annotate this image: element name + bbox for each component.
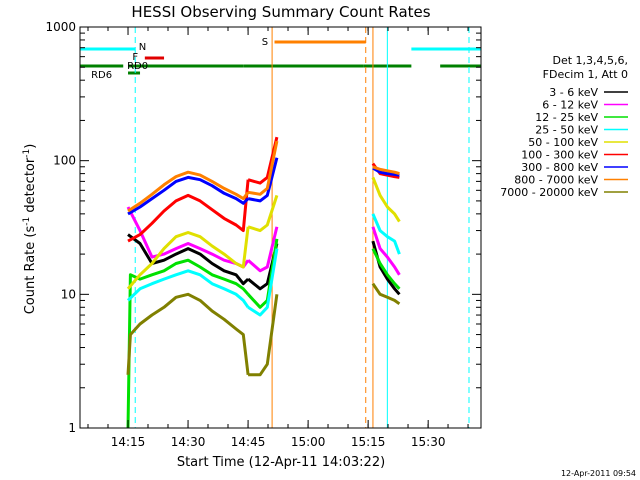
series-line-5-segment-0 — [127, 179, 250, 243]
legend-title-line1: Det 1,3,4,5,6, — [552, 54, 628, 67]
y-axis-label: Count Rate (s-1 detector-1) — [22, 144, 38, 315]
x-tick-label-3: 15:00 — [291, 435, 326, 449]
legend-label-7: 800 - 7000 keV — [514, 174, 598, 187]
legend-label-3: 25 - 50 keV — [535, 124, 598, 137]
series-line-3-segment-1 — [247, 248, 279, 317]
series-line-3-segment-2 — [371, 213, 401, 255]
series-line-0-segment-0 — [127, 233, 250, 286]
x-tick-label-2: 14:45 — [231, 435, 266, 449]
y-tick-label-3: 1000 — [45, 20, 76, 34]
y-axis-label-sup2: -1 — [22, 149, 32, 158]
flag-label-f: F — [132, 52, 138, 63]
y-tick-label-1: 10 — [61, 287, 76, 301]
series-line-1-segment-2 — [371, 226, 401, 276]
footer-timestamp: 12-Apr-2011 09:54 — [561, 469, 636, 478]
series-line-8-segment-0 — [126, 292, 250, 375]
series-line-6-segment-0 — [127, 175, 250, 216]
plot-frame — [79, 26, 482, 429]
y-tick-label-0: 1 — [68, 421, 76, 435]
x-tick-label-1: 14:30 — [171, 435, 206, 449]
series-line-7-segment-0 — [127, 170, 250, 213]
series-line-3-segment-0 — [126, 269, 250, 309]
legend-label-4: 50 - 100 keV — [528, 136, 598, 149]
chart-title: HESSI Observing Summary Count Rates — [131, 3, 430, 21]
series-line-2-segment-2 — [371, 247, 401, 290]
legend-title-line2: FDecim 1, Att 0 — [543, 68, 628, 81]
series-line-7-segment-1 — [247, 140, 279, 196]
x-tick-label-5: 15:30 — [411, 435, 446, 449]
x-axis-ticks: 14:15 14:30 14:45 15:00 15:15 15:30 — [87, 27, 469, 449]
legend-label-2: 12 - 25 keV — [535, 111, 598, 124]
legend-label-1: 6 - 12 keV — [542, 99, 598, 112]
series-line-8-segment-2 — [371, 282, 401, 306]
x-axis-label: Start Time (12-Apr-11 14:03:22) — [177, 455, 385, 470]
flag-label-rd6: RD6 — [91, 70, 112, 81]
series-line-4-segment-2 — [371, 176, 401, 223]
series-line-4-segment-0 — [126, 226, 250, 290]
series-line-6-segment-2 — [372, 166, 400, 177]
y-axis-label-mid: detector — [23, 157, 38, 217]
y-axis-label-end: ) — [23, 144, 38, 149]
flag-label-n: N — [139, 42, 146, 53]
series-line-8-segment-1 — [248, 294, 279, 377]
legend: Det 1,3,4,5,6, FDecim 1, Att 0 3 - 6 keV… — [500, 54, 628, 199]
legend-label-5: 100 - 300 keV — [521, 149, 598, 162]
legend-label-6: 300 - 800 keV — [521, 161, 598, 174]
series-line-4-segment-1 — [247, 194, 279, 233]
series-line-7-segment-2 — [372, 165, 400, 176]
flag-label-s: S — [262, 37, 268, 48]
x-tick-label-4: 15:15 — [351, 435, 386, 449]
legend-label-8: 7000 - 20000 keV — [500, 186, 598, 199]
series-line-1-segment-1 — [247, 226, 279, 273]
flag-label-rd0: RD0 — [127, 61, 148, 72]
y-axis-label-sup1: -1 — [22, 217, 32, 226]
series-line-2-segment-0 — [126, 258, 250, 429]
y-axis-ticks: 1 10 100 1000 — [45, 20, 481, 435]
x-tick-label-0: 14:15 — [111, 435, 146, 449]
y-axis-label-main: Count Rate (s — [23, 226, 38, 315]
series-line-6-segment-1 — [247, 157, 279, 203]
y-tick-label-2: 100 — [53, 154, 76, 168]
legend-label-0: 3 - 6 keV — [549, 86, 598, 99]
